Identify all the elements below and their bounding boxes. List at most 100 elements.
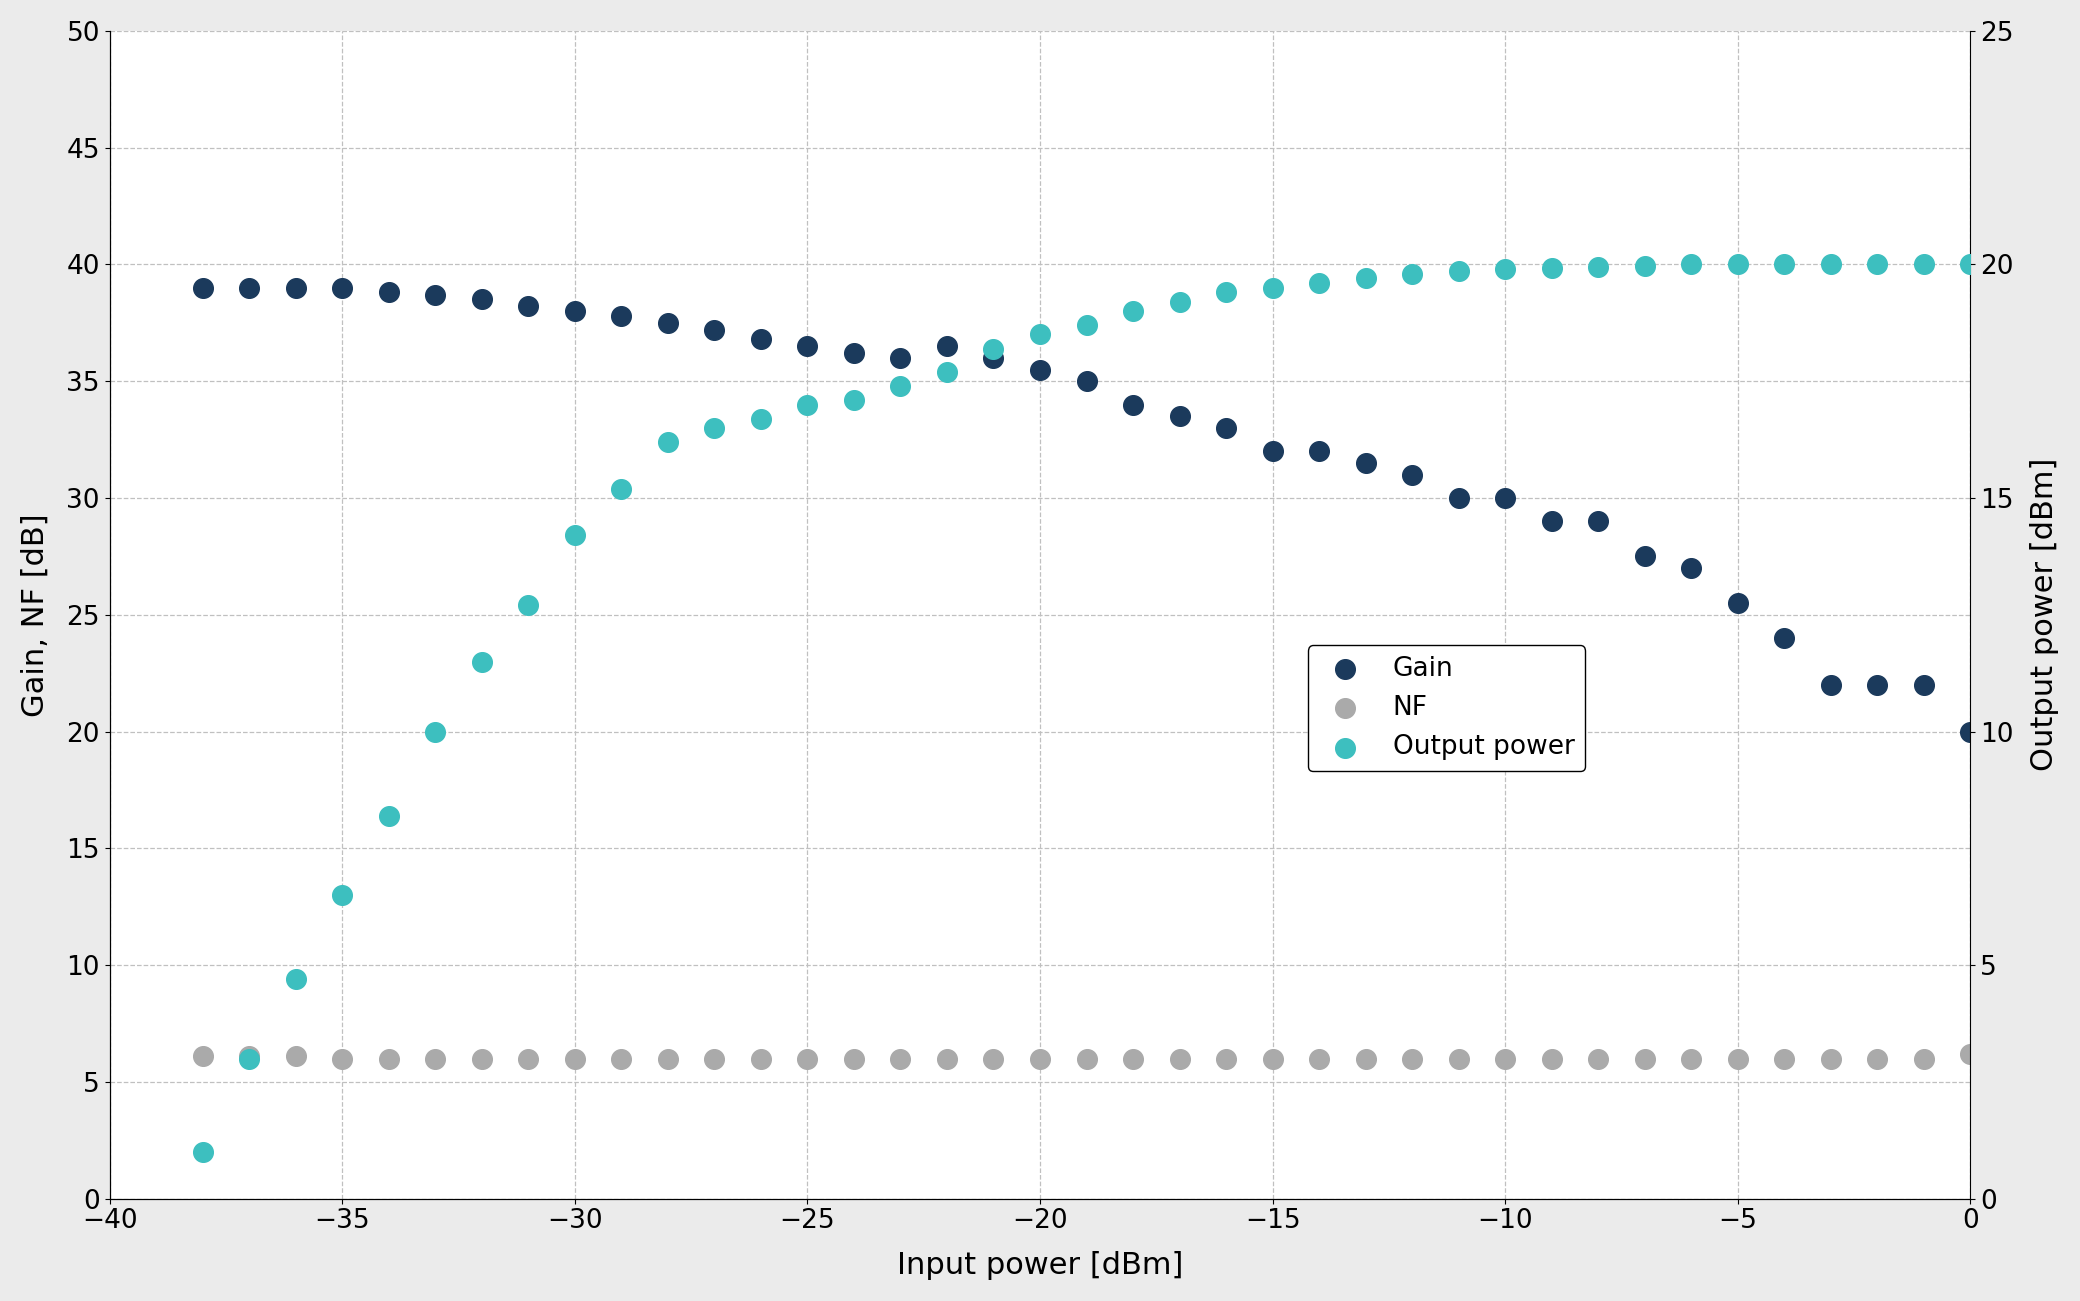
- NF: [1768, 1049, 1801, 1069]
- NF: [233, 1046, 266, 1067]
- NF: [1396, 1049, 1429, 1069]
- Gain: [1720, 593, 1753, 614]
- Output power: [978, 338, 1011, 359]
- Gain: [512, 297, 545, 317]
- NF: [512, 1049, 545, 1069]
- Gain: [1117, 394, 1150, 415]
- NF: [1302, 1049, 1335, 1069]
- Output power: [1163, 291, 1196, 312]
- Output power: [1350, 268, 1383, 289]
- Output power: [1441, 262, 1475, 282]
- Gain: [1256, 441, 1290, 462]
- Output power: [1023, 324, 1057, 345]
- Output power: [1489, 259, 1523, 280]
- Output power: [884, 376, 917, 397]
- NF: [697, 1049, 730, 1069]
- NF: [1862, 1049, 1895, 1069]
- NF: [838, 1049, 872, 1069]
- Output power: [279, 969, 312, 990]
- Output power: [1302, 273, 1335, 294]
- Output power: [697, 418, 730, 438]
- Output power: [1256, 277, 1290, 298]
- NF: [605, 1049, 639, 1069]
- NF: [1535, 1049, 1568, 1069]
- NF: [418, 1049, 451, 1069]
- Gain: [279, 277, 312, 298]
- Gain: [697, 320, 730, 341]
- Gain: [1163, 406, 1196, 427]
- Output power: [466, 650, 499, 671]
- Gain: [1953, 721, 1986, 742]
- Gain: [1396, 464, 1429, 485]
- NF: [1117, 1049, 1150, 1069]
- Gain: [978, 347, 1011, 368]
- Output power: [1674, 254, 1708, 275]
- Output power: [233, 1049, 266, 1069]
- Gain: [605, 306, 639, 327]
- Gain: [1023, 359, 1057, 380]
- Gain: [1581, 511, 1614, 532]
- Output power: [790, 394, 824, 415]
- Gain: [1208, 418, 1242, 438]
- Output power: [1208, 282, 1242, 303]
- NF: [1441, 1049, 1475, 1069]
- NF: [1674, 1049, 1708, 1069]
- Output power: [1953, 254, 1986, 275]
- Output power: [651, 432, 684, 453]
- Gain: [930, 336, 963, 356]
- NF: [884, 1049, 917, 1069]
- Output power: [512, 595, 545, 615]
- NF: [372, 1049, 406, 1069]
- Output power: [1814, 254, 1847, 275]
- Gain: [1814, 674, 1847, 695]
- Gain: [1350, 453, 1383, 474]
- Output power: [185, 1142, 218, 1163]
- X-axis label: Input power [dBm]: Input power [dBm]: [896, 1252, 1184, 1280]
- Y-axis label: Output power [dBm]: Output power [dBm]: [2030, 458, 2059, 771]
- Output power: [1907, 254, 1941, 275]
- Output power: [557, 526, 591, 546]
- NF: [1489, 1049, 1523, 1069]
- Y-axis label: Gain, NF [dB]: Gain, NF [dB]: [21, 513, 50, 717]
- Output power: [1629, 255, 1662, 276]
- NF: [279, 1046, 312, 1067]
- Output power: [327, 885, 360, 905]
- NF: [1953, 1043, 1986, 1064]
- Gain: [1441, 488, 1475, 509]
- NF: [930, 1049, 963, 1069]
- Gain: [1535, 511, 1568, 532]
- Gain: [651, 312, 684, 333]
- NF: [1907, 1049, 1941, 1069]
- Output power: [838, 389, 872, 410]
- Output power: [745, 409, 778, 429]
- NF: [745, 1049, 778, 1069]
- Gain: [838, 342, 872, 363]
- Output power: [1069, 315, 1102, 336]
- Output power: [1396, 263, 1429, 284]
- NF: [466, 1049, 499, 1069]
- NF: [978, 1049, 1011, 1069]
- NF: [1814, 1049, 1847, 1069]
- Gain: [790, 336, 824, 356]
- Output power: [1768, 254, 1801, 275]
- Output power: [372, 805, 406, 826]
- Gain: [884, 347, 917, 368]
- NF: [1208, 1049, 1242, 1069]
- NF: [1350, 1049, 1383, 1069]
- Output power: [418, 721, 451, 742]
- NF: [1256, 1049, 1290, 1069]
- NF: [1720, 1049, 1753, 1069]
- Gain: [1629, 546, 1662, 567]
- Gain: [372, 282, 406, 303]
- NF: [1163, 1049, 1196, 1069]
- Gain: [466, 289, 499, 310]
- Output power: [1862, 254, 1895, 275]
- Output power: [1117, 301, 1150, 321]
- NF: [327, 1049, 360, 1069]
- NF: [790, 1049, 824, 1069]
- Gain: [418, 285, 451, 306]
- Gain: [327, 277, 360, 298]
- Gain: [1302, 441, 1335, 462]
- Output power: [1720, 254, 1753, 275]
- Gain: [1674, 558, 1708, 579]
